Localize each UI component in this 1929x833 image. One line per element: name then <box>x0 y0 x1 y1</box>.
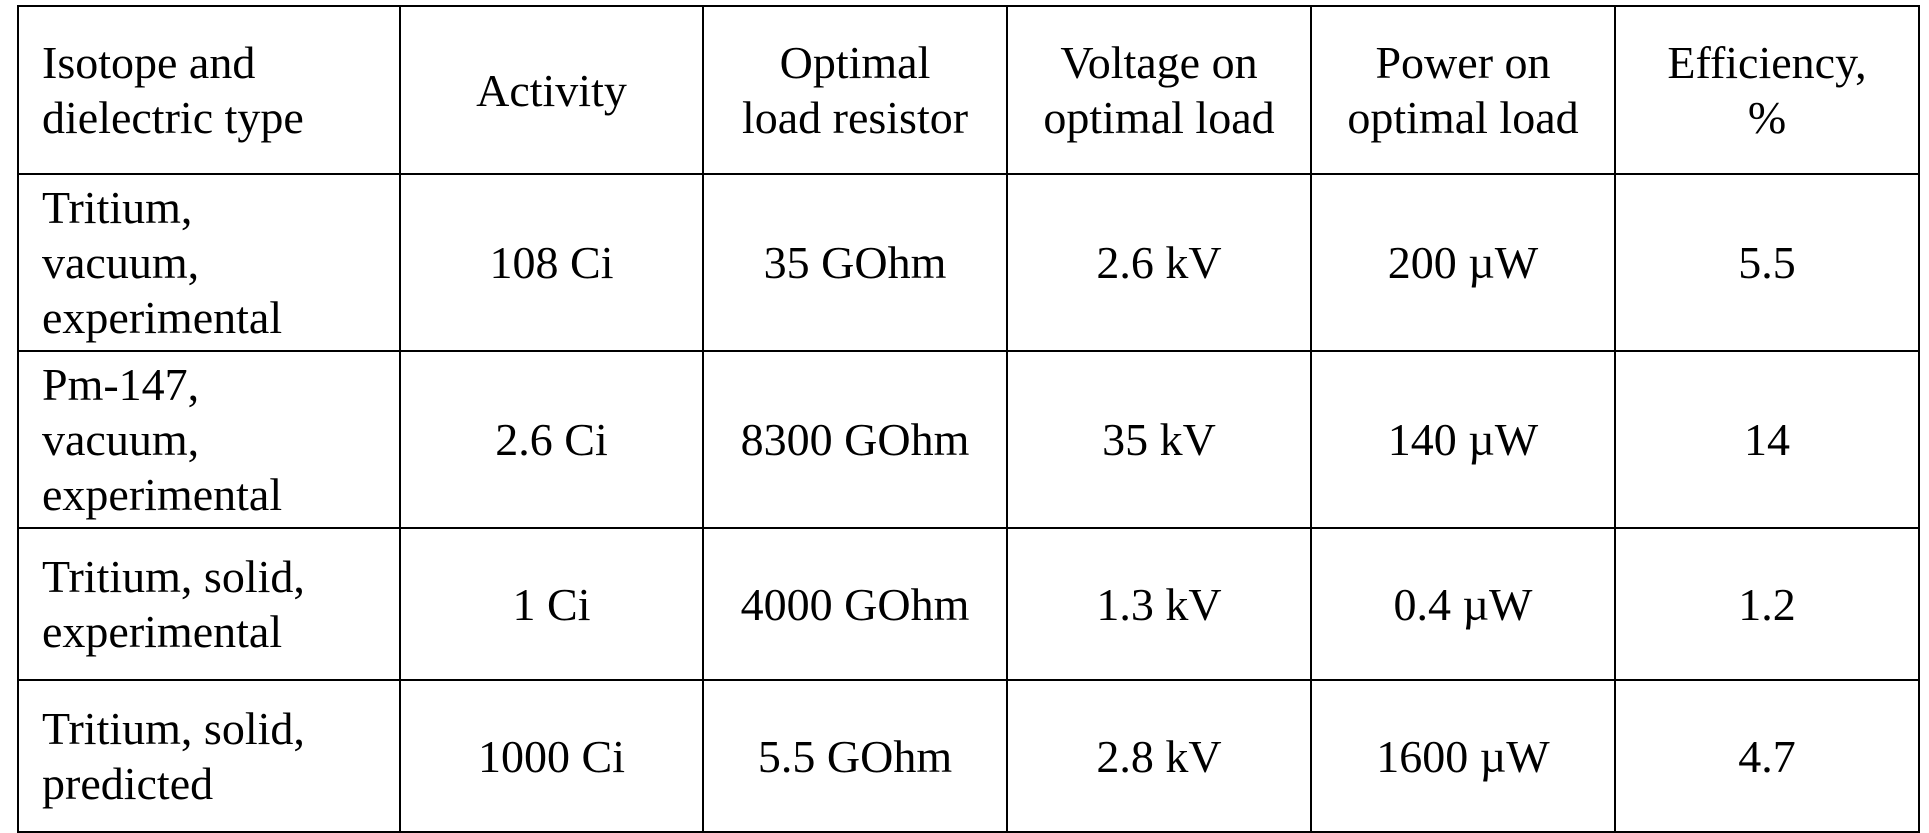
cell-power: 1600 µW <box>1310 679 1616 833</box>
cell-value: 2.6 Ci <box>495 414 608 465</box>
table-row: Tritium, vacuum, experimental 108 Ci 35 … <box>17 173 1920 352</box>
header-label: Power on optimal load <box>1347 37 1579 143</box>
header-label: Optimal load resistor <box>741 37 969 143</box>
cell-value: 140 µW <box>1387 414 1539 465</box>
cell-value: 8300 GOhm <box>740 414 970 465</box>
table-row: Tritium, solid, predicted 1000 Ci 5.5 GO… <box>17 679 1920 833</box>
cell-value: 2.6 kV <box>1096 237 1222 288</box>
cell-activity: 1 Ci <box>399 527 704 681</box>
header-cell-activity: Activity <box>399 5 704 175</box>
cell-value: 1.2 <box>1738 578 1796 630</box>
cell-value: 108 Ci <box>489 237 614 288</box>
cell-load-resistor: 8300 GOhm <box>702 350 1008 529</box>
cell-load-resistor: 5.5 GOhm <box>702 679 1008 833</box>
header-cell-isotope: Isotope and dielectric type <box>17 5 401 175</box>
cell-load-resistor: 4000 GOhm <box>702 527 1008 681</box>
header-cell-efficiency: Efficiency, % <box>1614 5 1920 175</box>
cell-value: Tritium, solid, predicted <box>42 703 305 809</box>
cell-isotope: Tritium, solid, experimental <box>17 527 401 681</box>
cell-power: 0.4 µW <box>1310 527 1616 681</box>
header-cell-load-resistor: Optimal load resistor <box>702 5 1008 175</box>
cell-value: 0.4 µW <box>1393 578 1533 630</box>
header-cell-power: Power on optimal load <box>1310 5 1616 175</box>
cell-activity: 108 Ci <box>399 173 704 352</box>
cell-efficiency: 5.5 <box>1614 173 1920 352</box>
cell-power: 200 µW <box>1310 173 1616 352</box>
cell-voltage: 2.6 kV <box>1006 173 1312 352</box>
cell-efficiency: 4.7 <box>1614 679 1920 833</box>
cell-value: 5.5 GOhm <box>757 730 953 782</box>
cell-value: Tritium, solid, experimental <box>42 551 305 657</box>
cell-efficiency: 1.2 <box>1614 527 1920 681</box>
header-label: Isotope and dielectric type <box>42 37 304 143</box>
cell-voltage: 1.3 kV <box>1006 527 1312 681</box>
header-cell-voltage: Voltage on optimal load <box>1006 5 1312 175</box>
table-row: Pm-147, vacuum, experimental 2.6 Ci 8300… <box>17 350 1920 529</box>
cell-value: Pm-147, vacuum, experimental <box>42 359 283 520</box>
table-row: Tritium, solid, experimental 1 Ci 4000 G… <box>17 527 1920 681</box>
cell-value: Tritium, vacuum, experimental <box>42 182 283 343</box>
cell-value: 5.5 <box>1738 237 1796 288</box>
header-label: Voltage on optimal load <box>1043 37 1275 143</box>
cell-value: 35 kV <box>1102 414 1216 465</box>
cell-efficiency: 14 <box>1614 350 1920 529</box>
cell-value: 200 µW <box>1387 237 1539 288</box>
cell-value: 35 GOhm <box>763 237 947 288</box>
cell-value: 1600 µW <box>1376 730 1550 782</box>
cell-value: 4.7 <box>1738 730 1796 782</box>
cell-load-resistor: 35 GOhm <box>702 173 1008 352</box>
cell-voltage: 2.8 kV <box>1006 679 1312 833</box>
cell-isotope: Pm-147, vacuum, experimental <box>17 350 401 529</box>
header-label: Activity <box>476 64 627 116</box>
cell-activity: 2.6 Ci <box>399 350 704 529</box>
cell-value: 4000 GOhm <box>740 578 970 630</box>
isotope-battery-table: Isotope and dielectric type Activity Opt… <box>17 5 1920 833</box>
cell-isotope: Tritium, vacuum, experimental <box>17 173 401 352</box>
cell-value: 1000 Ci <box>478 730 625 782</box>
cell-activity: 1000 Ci <box>399 679 704 833</box>
cell-value: 2.8 kV <box>1096 730 1222 782</box>
cell-value: 1 Ci <box>512 578 591 630</box>
cell-value: 1.3 kV <box>1096 578 1222 630</box>
cell-voltage: 35 kV <box>1006 350 1312 529</box>
cell-power: 140 µW <box>1310 350 1616 529</box>
cell-isotope: Tritium, solid, predicted <box>17 679 401 833</box>
header-label: Efficiency, % <box>1667 37 1867 143</box>
header-row: Isotope and dielectric type Activity Opt… <box>17 5 1920 175</box>
data-table-container: Isotope and dielectric type Activity Opt… <box>17 5 1920 833</box>
cell-value: 14 <box>1744 414 1790 465</box>
